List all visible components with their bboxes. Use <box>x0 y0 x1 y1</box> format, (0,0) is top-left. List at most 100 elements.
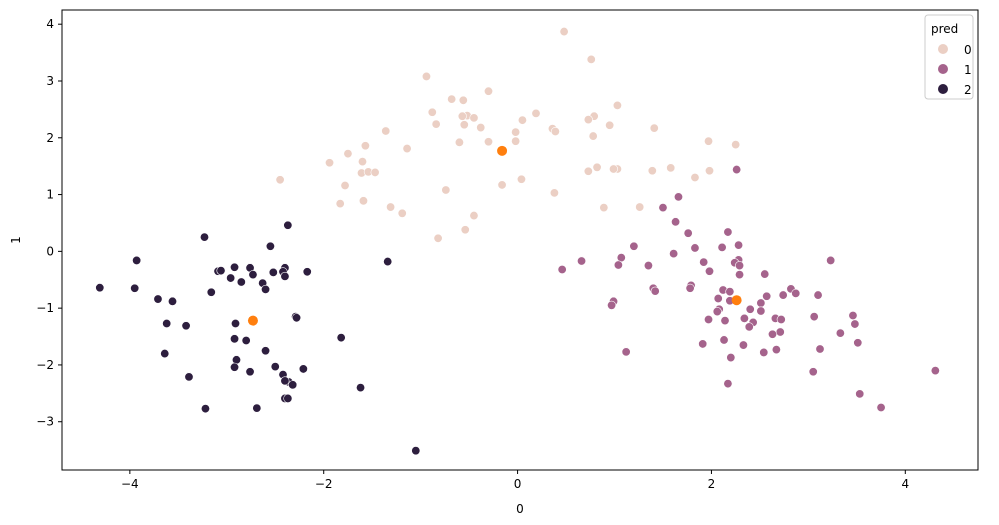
point-class-1-59 <box>698 339 708 349</box>
point-class-0-8 <box>531 108 541 118</box>
point-class-1-17 <box>643 261 653 271</box>
point-class-0-57 <box>397 208 407 218</box>
point-class-2-14 <box>226 273 236 283</box>
point-class-2-31 <box>241 336 251 346</box>
point-class-1-56 <box>768 329 778 339</box>
point-class-1-68 <box>723 379 733 389</box>
point-class-2-16 <box>236 277 246 287</box>
plot-frame <box>61 9 979 471</box>
point-class-0-23 <box>511 127 521 137</box>
point-class-1-42 <box>712 307 722 317</box>
point-class-1-31 <box>791 288 801 298</box>
point-class-2-3 <box>132 255 142 265</box>
point-class-2-42 <box>280 376 290 386</box>
point-class-2-11 <box>302 267 312 277</box>
point-class-2-19 <box>95 283 105 293</box>
point-class-1-58 <box>738 340 748 350</box>
point-class-0-30 <box>360 141 370 151</box>
legend-label-1: 1 <box>964 63 972 77</box>
point-class-0-31 <box>402 144 412 154</box>
point-class-1-63 <box>759 347 769 357</box>
point-class-2-9 <box>216 266 226 276</box>
legend-title: pred <box>931 22 958 36</box>
point-class-2-48 <box>252 403 262 413</box>
point-class-1-20 <box>557 265 567 275</box>
point-class-0-59 <box>460 225 470 235</box>
point-class-0-15 <box>431 119 441 129</box>
point-class-0-56 <box>599 203 609 213</box>
y-tick-label: 2 <box>46 131 54 145</box>
point-class-1-5 <box>723 227 733 237</box>
point-class-0-34 <box>325 158 335 168</box>
point-class-0-25 <box>704 136 714 146</box>
point-class-1-23 <box>735 270 745 280</box>
point-class-0-27 <box>483 137 493 147</box>
point-class-1-7 <box>717 242 727 252</box>
point-class-1-61 <box>815 344 825 354</box>
point-class-1-46 <box>809 312 819 322</box>
plot-points <box>95 27 940 456</box>
point-class-2-47 <box>200 404 210 414</box>
x-axis-ticks: −4 −2 0 2 4 <box>121 470 909 491</box>
x-tick-label: −2 <box>315 477 333 491</box>
centroid-point-1 <box>731 295 742 306</box>
legend-label-0: 0 <box>964 43 972 57</box>
point-class-1-3 <box>671 217 681 227</box>
point-class-2-44 <box>356 383 366 393</box>
point-class-0-47 <box>516 174 526 184</box>
point-class-2-36 <box>298 364 308 374</box>
x-axis-label: 0 <box>516 502 524 516</box>
y-tick-label: −1 <box>36 301 54 315</box>
point-class-2-30 <box>230 334 240 344</box>
point-class-0-37 <box>370 167 380 177</box>
point-class-1-18 <box>613 260 623 270</box>
point-class-2-1 <box>199 232 209 242</box>
point-class-1-39 <box>607 300 617 310</box>
point-class-1-64 <box>621 347 631 357</box>
point-class-2-20 <box>130 283 140 293</box>
point-class-2-29 <box>336 333 346 343</box>
point-class-0-43 <box>647 166 657 176</box>
point-class-1-32 <box>778 290 788 300</box>
point-class-0-26 <box>454 137 464 147</box>
x-tick-label: 4 <box>901 477 909 491</box>
point-class-0-28 <box>511 136 521 146</box>
point-class-0-18 <box>605 120 615 130</box>
point-class-1-57 <box>719 335 729 345</box>
point-class-1-30 <box>725 287 735 297</box>
point-class-1-15 <box>699 257 709 267</box>
point-class-1-51 <box>850 319 860 329</box>
point-class-0-60 <box>433 233 443 243</box>
point-class-0-2 <box>421 71 431 81</box>
point-class-0-5 <box>458 95 468 105</box>
point-class-0-13 <box>583 115 593 125</box>
y-axis-label: 1 <box>9 236 23 244</box>
point-class-0-22 <box>550 127 560 137</box>
point-class-0-19 <box>649 123 659 133</box>
legend: pred 0 1 2 <box>924 14 974 100</box>
point-class-1-25 <box>685 283 695 293</box>
point-class-1-44 <box>720 316 730 326</box>
point-class-0-0 <box>559 27 569 37</box>
y-axis-ticks: −3 −2 −1 0 1 2 3 4 <box>36 17 62 429</box>
y-tick-label: −2 <box>36 358 54 372</box>
point-class-2-12 <box>268 267 278 277</box>
point-class-1-66 <box>930 366 940 376</box>
point-class-1-47 <box>848 311 858 321</box>
point-class-0-40 <box>609 164 619 174</box>
point-class-1-34 <box>762 291 772 301</box>
point-class-1-69 <box>855 389 865 399</box>
point-class-2-2 <box>265 241 275 251</box>
point-class-1-50 <box>776 315 786 325</box>
point-class-2-46 <box>283 393 293 403</box>
point-class-0-48 <box>497 180 507 190</box>
point-class-0-6 <box>612 100 622 110</box>
point-class-0-44 <box>705 166 715 176</box>
point-class-0-24 <box>588 131 598 141</box>
point-class-1-10 <box>669 249 679 259</box>
point-class-1-60 <box>853 338 863 348</box>
point-class-0-29 <box>731 140 741 150</box>
x-tick-label: 0 <box>514 477 522 491</box>
y-tick-label: 3 <box>46 74 54 88</box>
point-class-2-43 <box>288 380 298 390</box>
